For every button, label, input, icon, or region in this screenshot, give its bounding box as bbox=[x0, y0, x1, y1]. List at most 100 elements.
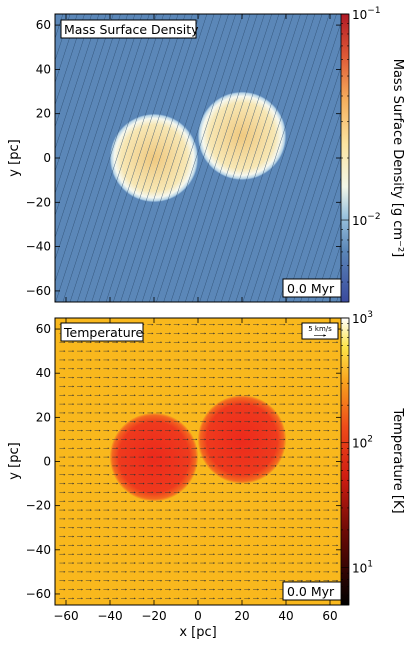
velocity-arrowhead-918 bbox=[248, 350, 251, 353]
velocity-arrowhead-249 bbox=[275, 535, 277, 538]
velocity-arrowhead-226 bbox=[72, 535, 75, 538]
velocity-arrowhead-638 bbox=[319, 429, 321, 432]
velocity-arrowhead-986 bbox=[283, 332, 286, 335]
velocity-arrowhead-686 bbox=[178, 412, 180, 414]
velocity-arrowhead-483 bbox=[81, 465, 83, 467]
velocity-arrowhead-579 bbox=[81, 438, 83, 441]
density-colorbar-ticks bbox=[341, 13, 349, 303]
velocity-arrowhead-178 bbox=[213, 553, 215, 556]
velocity-arrowhead-260 bbox=[90, 526, 92, 529]
velocity-arrowhead-672 bbox=[336, 420, 339, 423]
velocity-arrowhead-659 bbox=[222, 420, 224, 423]
velocity-arrowhead-367 bbox=[187, 500, 189, 503]
velocity-arrowhead-192 bbox=[336, 553, 339, 556]
velocity-arrowhead-242 bbox=[213, 535, 215, 538]
x-tick-label-40: 40 bbox=[278, 609, 293, 623]
velocity-arrowhead-771 bbox=[81, 385, 83, 388]
velocity-arrowhead-365 bbox=[169, 500, 171, 503]
velocity-arrowhead-590 bbox=[178, 438, 180, 441]
velocity-arrowhead-519 bbox=[116, 456, 119, 458]
velocity-arrowhead-671 bbox=[327, 420, 330, 423]
velocity-arrowhead-176 bbox=[195, 553, 198, 556]
velocity-arrowhead-523 bbox=[151, 456, 154, 458]
velocity-arrowhead-283 bbox=[292, 526, 295, 529]
velocity-arrowhead-372 bbox=[231, 500, 233, 503]
velocity-arrowhead-298 bbox=[143, 518, 145, 520]
velocity-arrowhead-982 bbox=[248, 332, 251, 335]
velocity-arrowhead-411 bbox=[292, 491, 295, 494]
velocity-arrowhead-202 bbox=[143, 544, 145, 547]
velocity-arrowhead-382 bbox=[319, 500, 321, 503]
velocity-arrowhead-689 bbox=[204, 412, 207, 414]
velocity-arrowhead-712 bbox=[125, 403, 127, 405]
x-tick-label-60: 60 bbox=[322, 609, 337, 623]
velocity-arrowhead-113 bbox=[204, 570, 207, 573]
velocity-arrowhead-331 bbox=[151, 509, 154, 511]
streamline-49 bbox=[256, 25, 347, 302]
streamline-1 bbox=[0, 12, 6, 304]
velocity-arrowhead-489 bbox=[134, 465, 136, 467]
velocity-arrowhead-207 bbox=[187, 544, 189, 547]
velocity-arrowhead-589 bbox=[169, 438, 171, 441]
velocity-arrowhead-156 bbox=[301, 562, 303, 564]
velocity-arrowhead-773 bbox=[99, 385, 101, 388]
velocity-arrowhead-185 bbox=[275, 553, 277, 556]
velocity-arrowhead-883 bbox=[222, 359, 224, 361]
velocity-arrowhead-951 bbox=[257, 341, 259, 344]
velocity-arrowhead-586 bbox=[143, 438, 145, 441]
velocity-arrowhead-66 bbox=[72, 579, 75, 582]
velocity-arrowhead-862 bbox=[319, 367, 321, 370]
velocity-arrowhead-933 bbox=[99, 341, 101, 344]
velocity-arrowhead-501 bbox=[239, 465, 242, 467]
velocity-arrowhead-255 bbox=[327, 535, 330, 538]
velocity-arrowhead-520 bbox=[125, 456, 127, 458]
velocity-arrowhead-603 bbox=[292, 438, 295, 441]
velocity-arrowhead-1003 bbox=[151, 323, 154, 326]
streamline-47 bbox=[242, 14, 337, 302]
velocity-arrowhead-478 bbox=[319, 473, 321, 476]
velocity-arrowhead-575 bbox=[327, 447, 330, 450]
velocity-arrowhead-779 bbox=[151, 385, 154, 388]
velocity-arrowhead-303 bbox=[187, 518, 189, 520]
velocity-arrowhead-560 bbox=[195, 447, 198, 450]
velocity-arrowhead-422 bbox=[107, 482, 110, 485]
velocity-arrowhead-787 bbox=[222, 385, 224, 388]
velocity-arrowhead-681 bbox=[134, 412, 136, 414]
velocity-arrowhead-518 bbox=[107, 456, 110, 458]
cloud-1 bbox=[110, 114, 198, 202]
velocity-arrowhead-836 bbox=[90, 367, 92, 370]
velocity-arrowhead-696 bbox=[266, 412, 268, 414]
streamline-53 bbox=[285, 113, 347, 302]
velocity-arrowhead-76 bbox=[160, 579, 163, 582]
velocity-arrowhead-212 bbox=[231, 544, 233, 547]
velocity-arrowhead-752 bbox=[195, 394, 198, 397]
velocity-arrowhead-322 bbox=[72, 509, 75, 511]
velocity-arrowhead-110 bbox=[178, 570, 180, 573]
velocity-arrowhead-942 bbox=[178, 341, 180, 344]
velocity-arrowhead-167 bbox=[116, 553, 119, 556]
velocity-arrowhead-744 bbox=[125, 394, 127, 397]
velocity-arrowhead-600 bbox=[266, 438, 268, 441]
velocity-arrowhead-834 bbox=[72, 367, 75, 370]
streamline-35 bbox=[156, 14, 251, 302]
velocity-arrowhead-938 bbox=[143, 341, 145, 344]
velocity-arrowhead-172 bbox=[160, 553, 163, 556]
velocity-arrowhead-457 bbox=[134, 473, 136, 476]
velocity-arrowhead-825 bbox=[275, 376, 277, 379]
velocity-arrowhead-128 bbox=[336, 570, 339, 573]
velocity-arrowhead-308 bbox=[231, 518, 233, 520]
velocity-arrowhead-467 bbox=[222, 473, 224, 476]
velocity-arrowhead-627 bbox=[222, 429, 224, 432]
velocity-arrowhead-815 bbox=[187, 376, 189, 379]
velocity-arrowhead-679 bbox=[116, 412, 119, 414]
streamline-32 bbox=[134, 14, 229, 302]
velocity-arrowhead-273 bbox=[204, 526, 207, 529]
velocity-arrowhead-98 bbox=[72, 570, 75, 573]
velocity-arrowhead-297 bbox=[134, 518, 136, 520]
velocity-arrowhead-624 bbox=[195, 429, 198, 432]
velocity-arrowhead-450 bbox=[72, 473, 75, 476]
velocity-arrowhead-797 bbox=[310, 385, 312, 388]
velocity-arrowhead-373 bbox=[239, 500, 242, 503]
velocity-arrowhead-838 bbox=[107, 367, 110, 370]
velocity-arrowhead-44 bbox=[160, 588, 163, 591]
